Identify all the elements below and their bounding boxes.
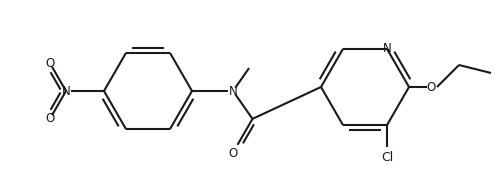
Text: O: O: [46, 57, 55, 70]
Text: N: N: [62, 85, 70, 97]
Text: N: N: [382, 42, 392, 55]
Text: O: O: [46, 112, 55, 125]
Text: Cl: Cl: [381, 151, 393, 164]
Text: O: O: [228, 147, 237, 160]
Text: N: N: [228, 85, 237, 97]
Text: O: O: [426, 80, 436, 94]
